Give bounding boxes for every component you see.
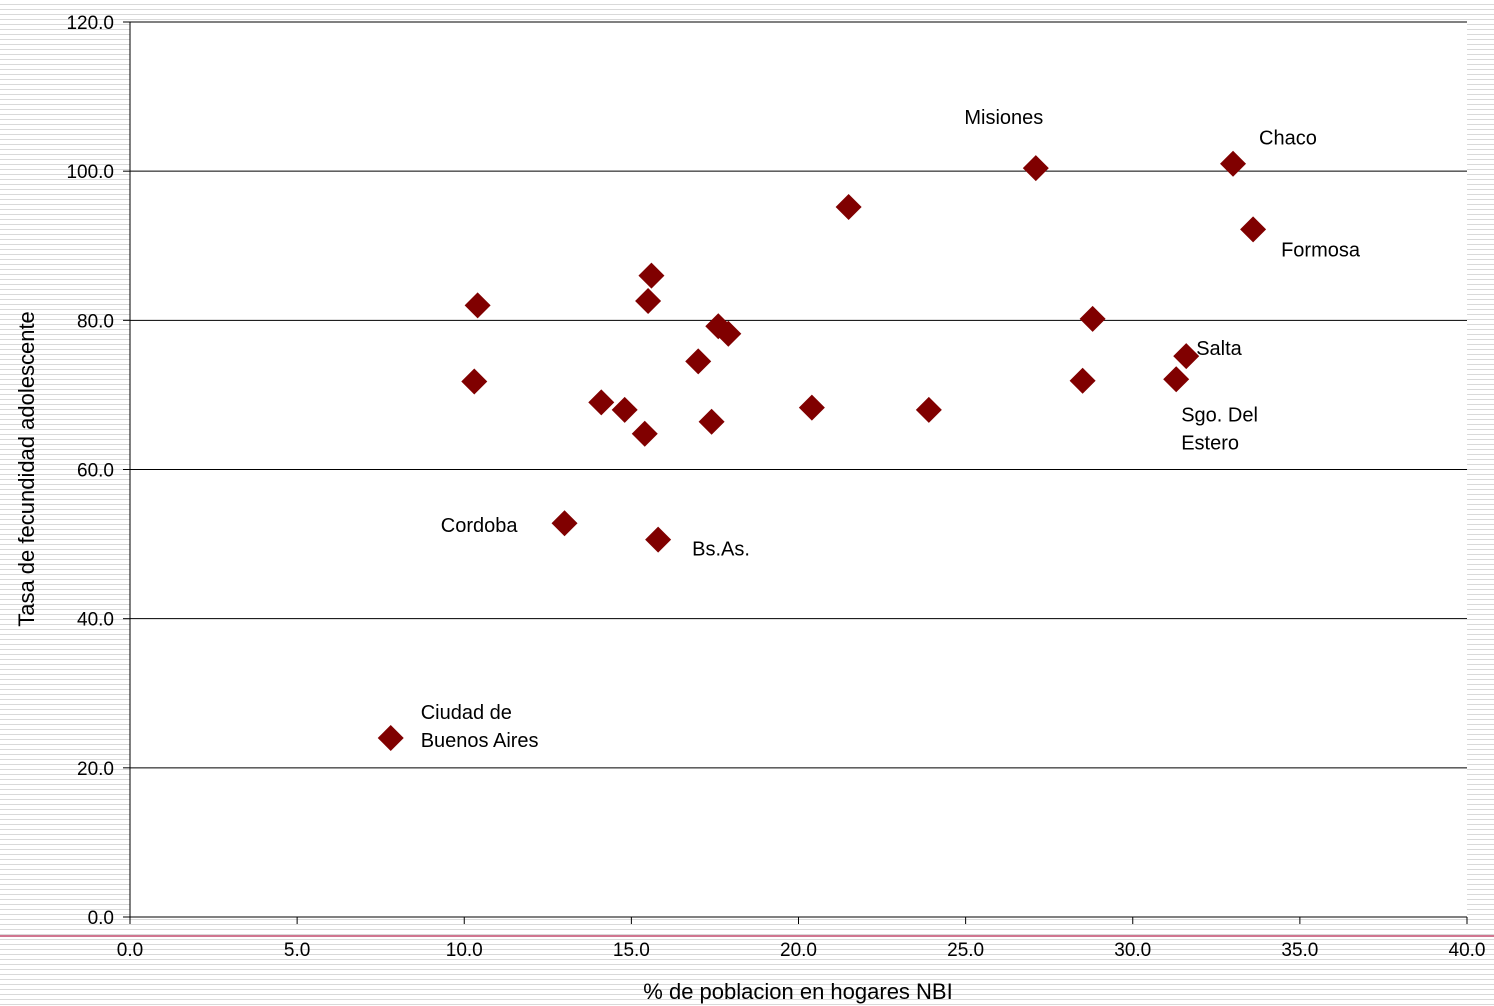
y-tick-label: 40.0: [77, 610, 114, 631]
point-label: Misiones: [964, 107, 1043, 129]
y-tick-label: 100.0: [66, 162, 114, 183]
data-point: [915, 396, 942, 423]
data-point: [1220, 150, 1247, 177]
data-point: [638, 262, 665, 289]
data-point: [685, 348, 712, 375]
data-point: [461, 368, 488, 395]
data-point: [611, 396, 638, 423]
data-point: [1163, 366, 1190, 393]
point-label: Sgo. Del: [1181, 404, 1258, 426]
point-label: Buenos Aires: [421, 730, 539, 752]
x-tick-label: 10.0: [446, 940, 483, 961]
data-point: [631, 420, 658, 447]
y-axis-title: Tasa de fecundidad adolescente: [14, 311, 39, 627]
x-tick-label: 35.0: [1281, 940, 1318, 961]
data-point: [1022, 155, 1049, 182]
data-points: [377, 150, 1267, 751]
x-tick-label: 20.0: [780, 940, 817, 961]
data-point: [698, 408, 725, 435]
point-label: Ciudad de: [421, 702, 512, 724]
data-point: [551, 510, 578, 537]
x-tick-label: 0.0: [117, 940, 143, 961]
y-tick-label: 120.0: [66, 13, 114, 34]
y-tick-label: 60.0: [77, 461, 114, 482]
data-point: [1173, 343, 1200, 370]
x-tick-label: 25.0: [947, 940, 984, 961]
data-point: [1069, 367, 1096, 394]
point-label: Salta: [1196, 338, 1242, 360]
point-label: Cordoba: [441, 515, 519, 537]
data-point: [835, 193, 862, 220]
x-tick-label: 5.0: [284, 940, 310, 961]
x-axis-title: % de poblacion en hogares NBI: [643, 979, 952, 1004]
gridlines: [130, 21, 1467, 769]
data-point: [645, 526, 672, 553]
data-point: [1240, 216, 1267, 243]
x-tick-label: 30.0: [1114, 940, 1151, 961]
data-point: [715, 320, 742, 347]
point-label: Chaco: [1259, 128, 1317, 150]
point-label: Estero: [1181, 432, 1239, 454]
point-label: Bs.As.: [692, 539, 750, 561]
x-tick-label: 15.0: [613, 940, 650, 961]
x-tick-label: 40.0: [1449, 940, 1486, 961]
y-tick-label: 80.0: [77, 311, 114, 332]
y-tick-label: 20.0: [77, 759, 114, 780]
point-label: Formosa: [1281, 239, 1361, 261]
data-point: [1079, 305, 1106, 332]
data-point: [464, 292, 491, 319]
data-point: [588, 389, 615, 416]
data-point: [377, 725, 404, 751]
y-tick-label: 0.0: [88, 908, 114, 929]
y-axis-ticks: 0.0 20.0 40.0 60.0 80.0 100.0 120.0: [66, 13, 130, 929]
data-point: [635, 287, 662, 314]
data-point: [798, 394, 825, 421]
x-axis-ticks: 0.0 5.0 10.0 15.0 20.0 25.0 30.0 35.0 40.0: [117, 917, 1486, 961]
point-labels: Ciudad de Buenos Aires Cordoba Bs.As. Mision…: [421, 107, 1361, 752]
